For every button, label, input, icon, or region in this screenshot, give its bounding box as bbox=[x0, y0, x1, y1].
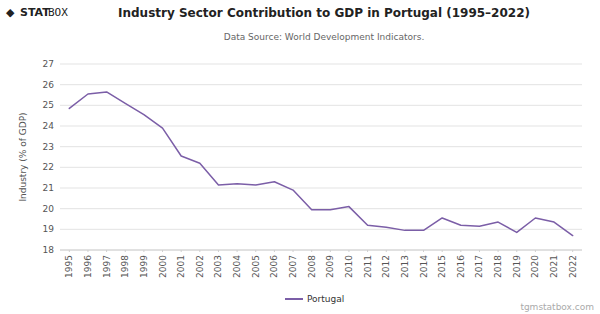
x-tick-label: 2004 bbox=[232, 255, 242, 278]
grid-line bbox=[60, 188, 582, 189]
x-tick bbox=[572, 250, 573, 252]
x-tick-label: 2020 bbox=[530, 255, 540, 278]
grid-line bbox=[60, 126, 582, 127]
x-tick bbox=[181, 250, 182, 252]
x-tick bbox=[404, 250, 405, 252]
y-tick-label: 22 bbox=[43, 162, 54, 172]
y-tick-label: 23 bbox=[43, 142, 54, 152]
grid-line bbox=[60, 84, 582, 85]
x-axis: 1995 1996 1997 1998 1999 2000 2001 2002 2003 2004… bbox=[64, 250, 577, 278]
chart: ◆ STATBOX Industry Sector Contribution to … bbox=[0, 0, 600, 314]
x-tick bbox=[237, 250, 238, 252]
y-tick-label: 20 bbox=[43, 204, 55, 214]
x-tick bbox=[311, 250, 312, 252]
subtitle: Data Source: World Development Indicator… bbox=[224, 32, 425, 42]
x-tick bbox=[516, 250, 517, 252]
x-tick-label: 2006 bbox=[269, 255, 279, 278]
legend-swatch bbox=[285, 298, 303, 300]
y-tick-label: 26 bbox=[43, 80, 55, 90]
x-tick bbox=[479, 250, 480, 252]
series-line bbox=[69, 92, 572, 236]
watermark: tgmstatbox.com bbox=[520, 302, 594, 312]
y-tick-label: 18 bbox=[43, 245, 55, 255]
x-tick bbox=[386, 250, 387, 252]
x-tick-label: 2017 bbox=[474, 255, 484, 278]
grid-line bbox=[60, 64, 582, 65]
x-tick bbox=[255, 250, 256, 252]
x-tick bbox=[554, 250, 555, 252]
x-tick-label: 2003 bbox=[213, 255, 223, 278]
x-tick bbox=[293, 250, 294, 252]
x-tick-label: 2016 bbox=[456, 255, 466, 278]
x-tick-label: 2010 bbox=[344, 255, 354, 278]
logo-text: ◆ bbox=[6, 6, 15, 19]
x-axis-line bbox=[60, 250, 582, 251]
y-grid bbox=[60, 64, 582, 250]
logo-text: BOX bbox=[48, 6, 68, 19]
x-tick-label: 1996 bbox=[83, 255, 93, 278]
grid-line bbox=[60, 146, 582, 147]
y-axis-label: Industry (% of GDP) bbox=[18, 112, 28, 201]
x-tick-label: 2015 bbox=[437, 255, 447, 278]
x-tick bbox=[69, 250, 70, 252]
x-tick-label: 2007 bbox=[288, 255, 298, 278]
x-tick bbox=[162, 250, 163, 252]
grid-line bbox=[60, 250, 582, 251]
x-tick bbox=[460, 250, 461, 252]
x-tick-label: 1995 bbox=[64, 255, 74, 278]
x-tick bbox=[330, 250, 331, 252]
x-tick bbox=[199, 250, 200, 252]
x-tick bbox=[367, 250, 368, 252]
x-tick bbox=[106, 250, 107, 252]
x-tick-label: 2012 bbox=[381, 255, 391, 278]
x-tick-label: 2000 bbox=[158, 255, 168, 278]
x-tick-label: 2018 bbox=[493, 255, 503, 278]
y-axis: 18 19 20 21 22 23 24 25 26 27 bbox=[43, 59, 55, 255]
x-tick-label: 2008 bbox=[307, 255, 317, 278]
x-tick-label: 2005 bbox=[251, 255, 261, 278]
x-tick-label: 1997 bbox=[102, 255, 112, 278]
x-tick bbox=[348, 250, 349, 252]
x-tick-label: 2014 bbox=[419, 255, 429, 278]
legend-label: Portugal bbox=[307, 294, 344, 304]
grid-line bbox=[60, 167, 582, 168]
x-tick-label: 2011 bbox=[363, 255, 373, 278]
x-tick bbox=[143, 250, 144, 252]
x-tick-label: 1999 bbox=[139, 255, 149, 278]
x-tick bbox=[274, 250, 275, 252]
x-tick bbox=[498, 250, 499, 252]
x-tick-label: 2001 bbox=[176, 255, 186, 278]
y-tick-label: 25 bbox=[43, 100, 54, 110]
logo: ◆ STATBOX bbox=[6, 6, 68, 19]
y-tick-label: 19 bbox=[43, 224, 55, 234]
x-tick-label: 2021 bbox=[549, 255, 559, 278]
plot-area bbox=[69, 92, 572, 236]
x-tick bbox=[423, 250, 424, 252]
x-tick bbox=[218, 250, 219, 252]
x-tick bbox=[87, 250, 88, 252]
grid-line bbox=[60, 105, 582, 106]
y-tick-label: 24 bbox=[43, 121, 55, 131]
logo-text: STAT bbox=[20, 6, 50, 19]
x-tick bbox=[535, 250, 536, 252]
legend: Portugal bbox=[285, 294, 344, 304]
y-tick-label: 27 bbox=[43, 59, 54, 69]
x-tick-label: 2013 bbox=[400, 255, 410, 278]
grid-line bbox=[60, 229, 582, 230]
title: Industry Sector Contribution to GDP in P… bbox=[118, 6, 530, 20]
x-tick-label: 2009 bbox=[325, 255, 335, 278]
x-tick bbox=[125, 250, 126, 252]
x-tick bbox=[442, 250, 443, 252]
y-tick-label: 21 bbox=[43, 183, 54, 193]
x-tick-label: 1998 bbox=[120, 255, 130, 278]
x-tick-label: 2002 bbox=[195, 255, 205, 278]
x-tick-label: 2019 bbox=[512, 255, 522, 278]
x-tick-label: 2022 bbox=[568, 255, 578, 278]
